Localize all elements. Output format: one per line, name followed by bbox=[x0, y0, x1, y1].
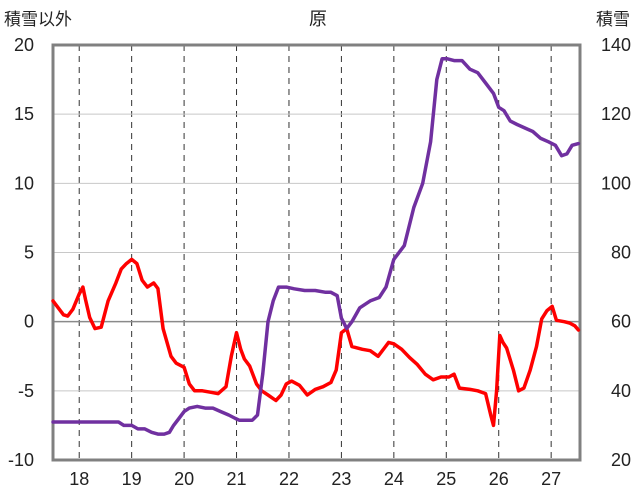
y-left-tick-label: 5 bbox=[24, 243, 34, 263]
x-tick-label: 25 bbox=[436, 469, 456, 489]
series-line-non-snow bbox=[51, 257, 581, 428]
series bbox=[51, 57, 581, 436]
y-left-tick-label: 20 bbox=[14, 35, 34, 55]
y-left-tick-label: -5 bbox=[18, 381, 34, 401]
x-tick-label: 20 bbox=[174, 469, 194, 489]
chart-title: 原 bbox=[309, 9, 327, 30]
y-right-tick-label: 80 bbox=[611, 243, 631, 263]
y-left-tick-label: 15 bbox=[14, 104, 34, 124]
y-ticks-left: -10 -5 0 5 10 15 20 bbox=[8, 35, 34, 470]
y-left-tick-label: -10 bbox=[8, 450, 34, 470]
plot-frame bbox=[51, 43, 582, 462]
y-right-tick-label: 140 bbox=[601, 35, 631, 55]
x-tick-label: 21 bbox=[227, 469, 247, 489]
x-tick-label: 27 bbox=[541, 469, 561, 489]
y-right-tick-label: 120 bbox=[601, 104, 631, 124]
x-tick-label: 26 bbox=[489, 469, 509, 489]
x-tick-label: 24 bbox=[384, 469, 404, 489]
y-right-tick-label: 60 bbox=[611, 312, 631, 332]
y-right-tick-label: 100 bbox=[601, 173, 631, 193]
x-tick-label: 23 bbox=[331, 469, 351, 489]
x-tick-label: 18 bbox=[69, 469, 89, 489]
horizontal-gridlines bbox=[53, 113, 580, 392]
y-left-tick-label: 0 bbox=[24, 312, 34, 332]
y-right-tick-label: 20 bbox=[611, 450, 631, 470]
y-ticks-right: 20 40 60 80 100 120 140 bbox=[601, 35, 631, 470]
series-line-snow-depth bbox=[51, 57, 581, 436]
y-left-tick-label: 10 bbox=[14, 173, 34, 193]
x-ticks: 18 19 20 21 22 23 24 25 26 27 bbox=[69, 469, 561, 489]
left-axis-title: 積雪以外 bbox=[4, 10, 72, 30]
x-tick-label: 19 bbox=[122, 469, 142, 489]
right-axis-title: 積雪 bbox=[596, 10, 630, 30]
x-tick-label: 22 bbox=[279, 469, 299, 489]
y-right-tick-label: 40 bbox=[611, 381, 631, 401]
